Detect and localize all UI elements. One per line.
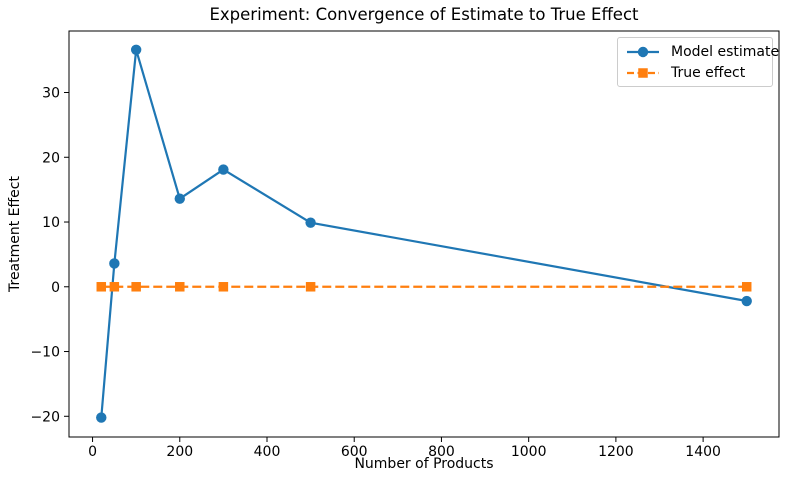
legend-label-true-effect: True effect: [671, 64, 746, 81]
x-tick-label: 200: [166, 444, 193, 460]
y-tick-label: −20: [30, 409, 60, 425]
x-axis-label: Number of Products: [354, 456, 494, 472]
x-tick-label: 0: [88, 444, 97, 460]
data-point-marker: [218, 164, 229, 175]
data-point-marker: [96, 282, 107, 292]
legend-item-true-effect: True effect: [626, 62, 765, 83]
data-point-marker: [218, 282, 229, 292]
data-point-marker: [305, 217, 316, 228]
data-point-marker: [131, 282, 141, 292]
legend: Model estimate True effect: [617, 37, 779, 87]
data-point-marker: [96, 412, 107, 423]
data-point-marker: [741, 282, 752, 292]
x-tick-label: 1000: [511, 444, 547, 460]
data-point-marker: [175, 282, 185, 292]
true-effect-line-icon: [627, 67, 659, 78]
x-tick-label: 1400: [685, 444, 721, 460]
y-tick-label: 0: [51, 280, 60, 296]
data-point-marker: [174, 193, 185, 204]
y-tick-label: −10: [30, 345, 60, 361]
data-point-marker: [741, 295, 752, 307]
legend-item-model-estimate: Model estimate: [626, 41, 779, 62]
x-tick-label: 800: [428, 444, 455, 460]
data-point-marker: [109, 282, 120, 292]
x-tick-label: 1200: [598, 444, 634, 460]
y-tick-label: 20: [42, 150, 60, 166]
y-tick-label: 10: [42, 215, 60, 231]
legend-label-model-estimate: Model estimate: [671, 43, 780, 60]
data-point-marker: [305, 282, 316, 292]
series-line-0: [100, 49, 747, 418]
data-point-marker: [130, 44, 142, 55]
model-estimate-line-icon: [627, 46, 659, 57]
data-point-marker: [109, 258, 120, 269]
axes-frame: [68, 30, 780, 438]
x-tick-label: 600: [341, 444, 368, 460]
y-tick-label: 30: [42, 86, 60, 102]
x-tick-label: 400: [254, 444, 281, 460]
chart-title: Experiment: Convergence of Estimate to T…: [209, 5, 639, 24]
